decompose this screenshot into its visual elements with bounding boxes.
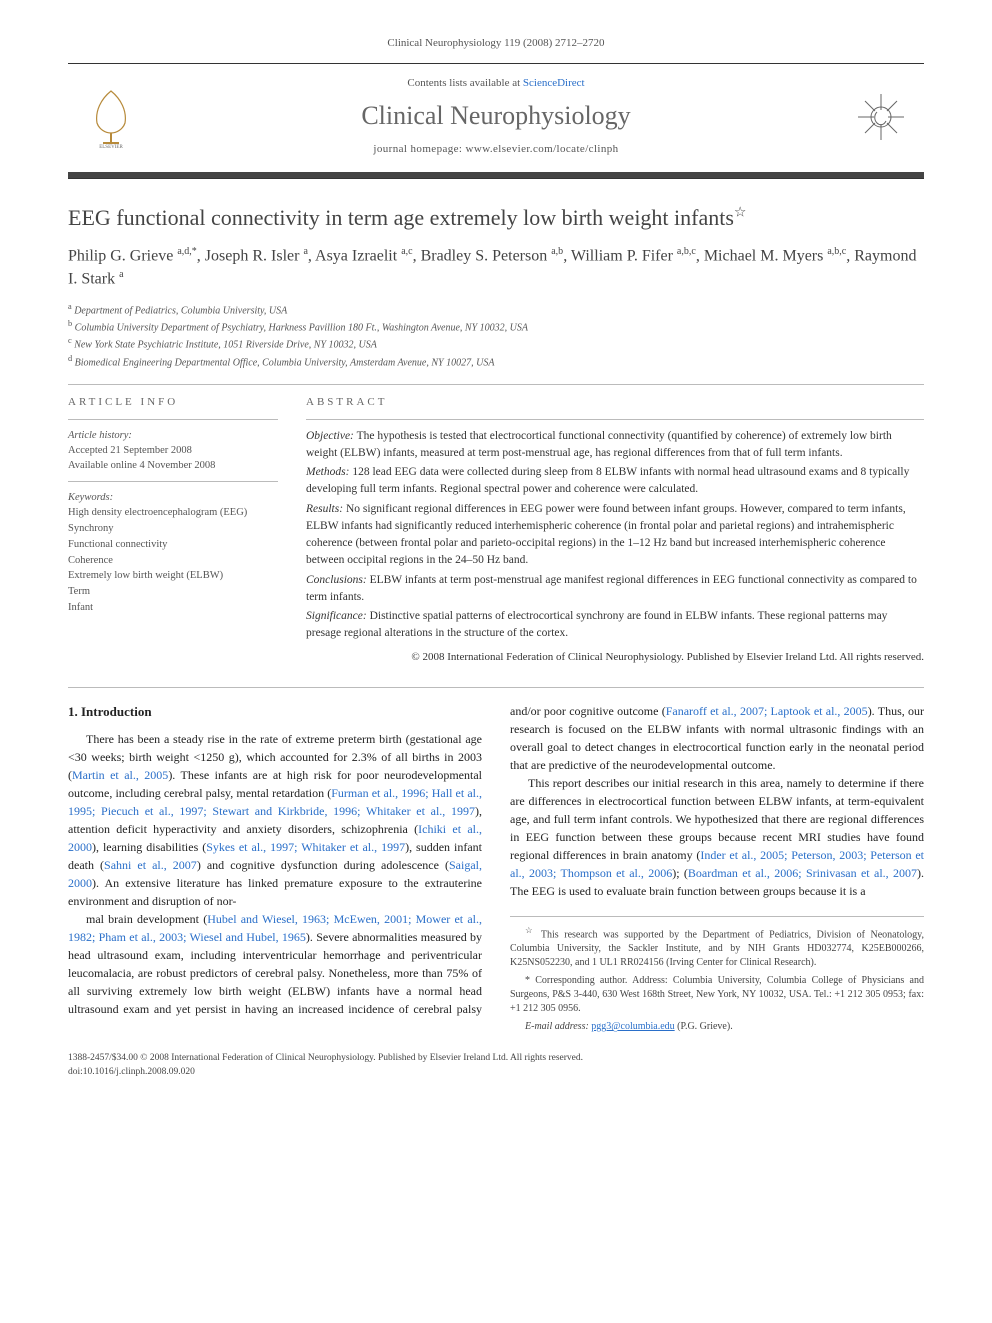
keyword: Coherence (68, 553, 278, 569)
abs-conclusions-label: Conclusions: (306, 574, 367, 586)
page-bottom-copyright: 1388-2457/$34.00 © 2008 International Fe… (68, 1052, 924, 1079)
keyword: Extremely low birth weight (ELBW) (68, 568, 278, 584)
running-head: Clinical Neurophysiology 119 (2008) 2712… (68, 36, 924, 51)
keywords-list: High density electroencephalogram (EEG)S… (68, 505, 278, 615)
abs-objective: The hypothesis is tested that electrocor… (306, 430, 892, 459)
doi-line: doi:10.1016/j.clinph.2008.09.020 (68, 1066, 924, 1079)
intro-paragraph: There has been a steady rise in the rate… (68, 730, 482, 910)
body-two-column: 1. Introduction There has been a steady … (68, 702, 924, 1034)
affiliation-list: a Department of Pediatrics, Columbia Uni… (68, 301, 924, 370)
abstract-column: ABSTRACT Objective: The hypothesis is te… (306, 395, 924, 665)
affiliation: b Columbia University Department of Psyc… (68, 318, 924, 335)
title-text: EEG functional connectivity in term age … (68, 205, 734, 230)
sciencedirect-link[interactable]: ScienceDirect (523, 77, 585, 89)
abs-methods: 128 lead EEG data were collected during … (306, 466, 909, 495)
keyword: Term (68, 584, 278, 600)
section-heading-intro: 1. Introduction (68, 702, 482, 722)
abs-significance: Distinctive spatial patterns of electroc… (306, 610, 887, 639)
intro-paragraph: This report describes our initial resear… (510, 774, 924, 900)
email-label: E-mail address: (525, 1021, 589, 1032)
abstract-heading: ABSTRACT (306, 395, 924, 410)
abs-conclusions: ELBW infants at term post-menstrual age … (306, 574, 917, 603)
copyright-line-1: 1388-2457/$34.00 © 2008 International Fe… (68, 1052, 924, 1065)
abs-objective-label: Objective: (306, 430, 354, 442)
article-info-heading: ARTICLE INFO (68, 395, 278, 410)
abstract-copyright: © 2008 International Federation of Clini… (306, 649, 924, 666)
rule-above-info (68, 384, 924, 385)
title-footnote-star: ☆ (734, 205, 747, 220)
journal-masthead: ELSEVIER Contents lists available at Sci… (68, 63, 924, 178)
accepted-date: Accepted 21 September 2008 (68, 443, 278, 458)
corresponding-footnote: Corresponding author. Address: Columbia … (510, 975, 924, 1014)
abs-results: No significant regional differences in E… (306, 503, 906, 567)
corresponding-email-link[interactable]: pgg3@columbia.edu (591, 1021, 674, 1032)
abstract-rule (306, 419, 924, 420)
info-rule-1 (68, 419, 278, 420)
contents-line: Contents lists available at ScienceDirec… (146, 76, 846, 91)
svg-text:ELSEVIER: ELSEVIER (99, 145, 123, 149)
online-date: Available online 4 November 2008 (68, 458, 278, 473)
keyword: Infant (68, 600, 278, 616)
abs-results-label: Results: (306, 503, 343, 515)
journal-homepage: journal homepage: www.elsevier.com/locat… (146, 142, 846, 157)
funding-footnote: This research was supported by the Depar… (510, 929, 924, 968)
keyword: Synchrony (68, 521, 278, 537)
rule-below-abstract (68, 687, 924, 688)
article-info-column: ARTICLE INFO Article history: Accepted 2… (68, 395, 278, 665)
footnotes-block: ☆ This research was supported by the Dep… (510, 916, 924, 1034)
keyword: High density electroencephalogram (EEG) (68, 505, 278, 521)
history-label: Article history: (68, 428, 278, 443)
email-who: (P.G. Grieve). (677, 1021, 733, 1032)
contents-prefix: Contents lists available at (407, 77, 522, 89)
abs-methods-label: Methods: (306, 466, 349, 478)
keyword: Functional connectivity (68, 537, 278, 553)
keywords-label: Keywords: (68, 490, 278, 505)
footnote-star-icon: ☆ (525, 926, 536, 935)
ifcn-logo (846, 82, 916, 152)
abs-significance-label: Significance: (306, 610, 367, 622)
elsevier-logo: ELSEVIER (76, 82, 146, 152)
affiliation: a Department of Pediatrics, Columbia Uni… (68, 301, 924, 318)
author-list: Philip G. Grieve a,d,*, Joseph R. Isler … (68, 245, 924, 290)
masthead-bottom-rule (68, 172, 924, 178)
affiliation: c New York State Psychiatric Institute, … (68, 335, 924, 352)
article-title: EEG functional connectivity in term age … (68, 203, 924, 234)
info-rule-2 (68, 481, 278, 482)
journal-name: Clinical Neurophysiology (146, 98, 846, 134)
affiliation: d Biomedical Engineering Departmental Of… (68, 353, 924, 370)
